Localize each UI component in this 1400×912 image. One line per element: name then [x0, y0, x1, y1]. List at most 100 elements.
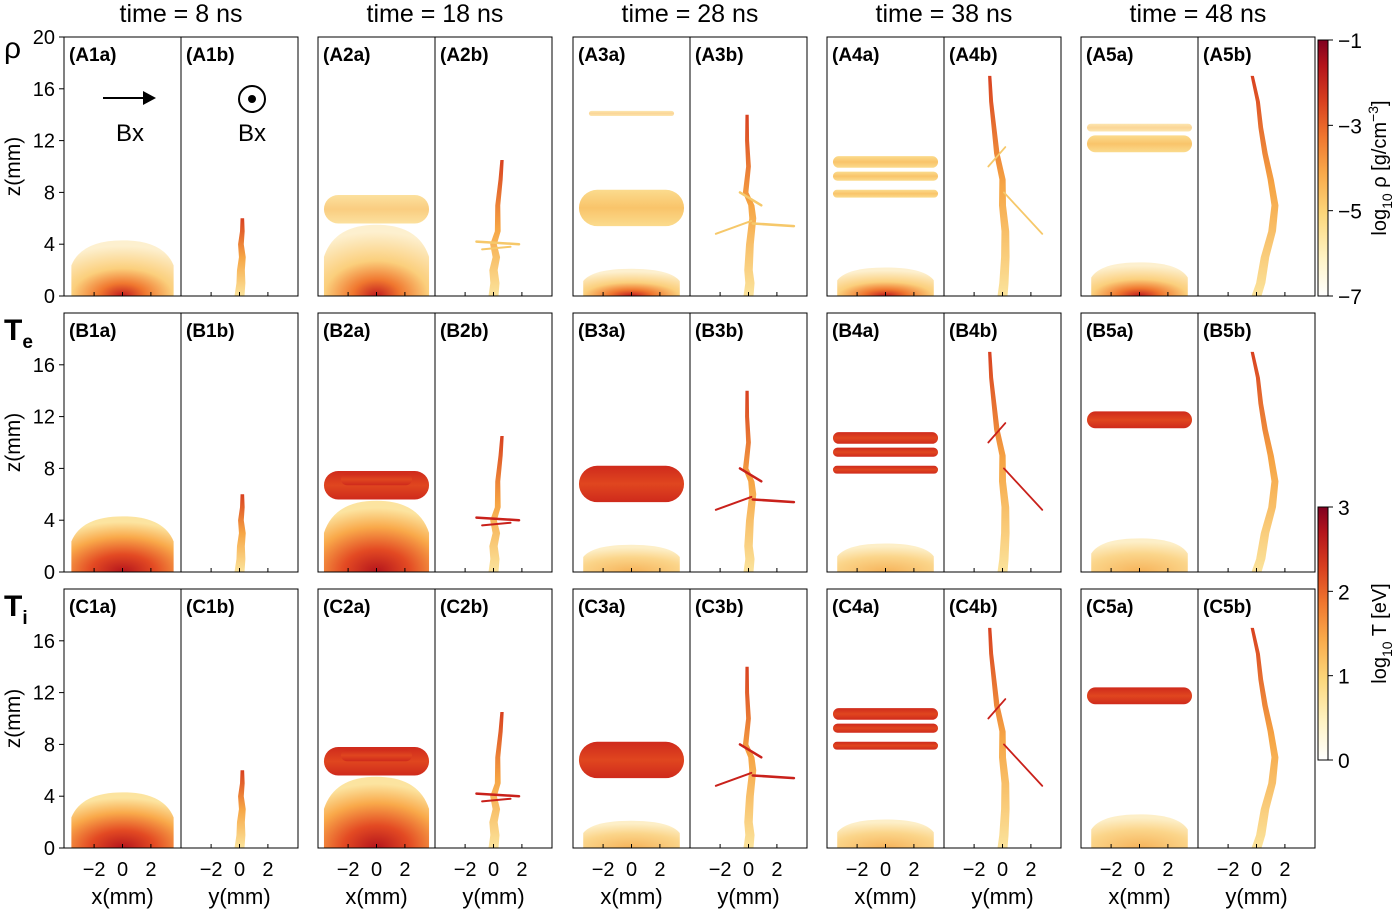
- plasma-jet: [234, 494, 246, 572]
- filament-branch: [987, 698, 1007, 720]
- x-tick-label: 0: [1251, 859, 1262, 881]
- y-tick-label: 12: [33, 131, 55, 153]
- plasma-plume: [323, 776, 430, 848]
- time-title: time = 48 ns: [1130, 0, 1267, 28]
- x-tick-label: −2: [709, 859, 732, 881]
- colorbar-tick-label: −3: [1338, 115, 1362, 138]
- plasma-layer: [832, 171, 939, 181]
- plasma-jet: [742, 114, 757, 296]
- plasma-layer: [832, 156, 939, 168]
- panel-label: (B1a): [69, 321, 117, 342]
- panel-label: (C3b): [695, 597, 744, 618]
- plasma-plume: [71, 792, 174, 848]
- y-axis-label: z(mm): [2, 413, 25, 472]
- x-tick-label: 0: [234, 859, 245, 881]
- plasma-layer: [578, 465, 685, 503]
- panel: (B3b): [689, 312, 808, 573]
- x-tick-label: 0: [880, 859, 891, 881]
- plasma-plume: [323, 224, 430, 296]
- x-axis-label: x(mm): [600, 884, 662, 909]
- filament-branch: [714, 771, 753, 787]
- panel: (C3b): [689, 588, 808, 849]
- y-tick-label: 4: [44, 786, 55, 808]
- x-tick-label: 0: [626, 859, 637, 881]
- time-title: time = 18 ns: [367, 0, 504, 28]
- plasma-jet: [988, 627, 1010, 848]
- panel-label: (C3a): [578, 597, 626, 618]
- plasma-layer: [1086, 687, 1193, 705]
- row-label: Te: [4, 314, 33, 353]
- y-tick-label: 8: [44, 734, 55, 756]
- arrowhead-icon: [143, 91, 156, 105]
- row-label: Ti: [4, 590, 28, 629]
- panel-label: (A2b): [440, 45, 489, 66]
- panel: (A5a): [1080, 36, 1199, 297]
- panel-label: (A1a): [69, 45, 117, 66]
- x-tick-label: 2: [516, 859, 527, 881]
- y-tick-label: 4: [44, 510, 55, 532]
- plasma-plume: [583, 820, 680, 848]
- time-title: time = 8 ns: [120, 0, 243, 28]
- x-tick-label: 0: [997, 859, 1008, 881]
- panel: (B4a): [826, 312, 945, 573]
- y-tick-label: 4: [44, 234, 55, 256]
- filament-branch: [1003, 743, 1044, 787]
- plasma-jet: [1250, 627, 1279, 848]
- panel-frame: [1080, 36, 1199, 297]
- plasma-layer: [832, 708, 939, 720]
- panel-label: (C4a): [832, 597, 880, 618]
- filament-branch: [714, 495, 753, 511]
- filament-branch: [481, 245, 512, 251]
- plasma-jet: [488, 160, 504, 296]
- panel-label: (C1a): [69, 597, 117, 618]
- filament-branch: [987, 422, 1007, 444]
- bx-label: Bx: [238, 120, 266, 147]
- x-tick-label: 0: [1134, 859, 1145, 881]
- plasma-jet: [1250, 351, 1279, 572]
- plasma-layer: [341, 749, 412, 762]
- panel: (B5a): [1080, 312, 1199, 573]
- plasma-plume: [1091, 262, 1188, 296]
- plasma-layer: [1086, 135, 1193, 153]
- x-tick-label: 2: [1162, 859, 1173, 881]
- filament-branch: [714, 219, 753, 235]
- y-tick-label: 0: [44, 838, 55, 860]
- panel-label: (C5a): [1086, 597, 1134, 618]
- x-axis-label: x(mm): [1108, 884, 1170, 909]
- x-axis-label: y(mm): [971, 884, 1033, 909]
- y-tick-label: 20: [33, 27, 55, 49]
- plasma-plume: [837, 819, 934, 848]
- panel: (C2b): [434, 588, 553, 849]
- out-of-page-icon: [238, 85, 266, 113]
- panel-frame: [572, 36, 691, 297]
- x-tick-label: 0: [743, 859, 754, 881]
- panel-label: (B2a): [323, 321, 371, 342]
- panel-label: (B1b): [186, 321, 235, 342]
- filament-branch: [481, 521, 512, 527]
- filament-branch: [1003, 191, 1044, 235]
- x-axis-label: y(mm): [717, 884, 779, 909]
- x-tick-label: −2: [337, 859, 360, 881]
- colorbar-temperature: 3 2 1 0 log10 T [eV]: [1317, 497, 1395, 773]
- plasma-jet: [988, 75, 1010, 296]
- filament-branch: [738, 467, 763, 483]
- y-tick-label: 12: [33, 407, 55, 429]
- plasma-jet: [988, 351, 1010, 572]
- time-title: time = 38 ns: [876, 0, 1013, 28]
- colorbar-tick-label: −5: [1338, 201, 1362, 224]
- plasma-layer: [832, 741, 939, 750]
- plasma-plume: [71, 240, 174, 296]
- plasma-layer: [578, 741, 685, 779]
- x-axis-label: x(mm): [91, 884, 153, 909]
- x-tick-label: 2: [654, 859, 665, 881]
- plasma-layer: [832, 189, 939, 198]
- filament-branch: [475, 516, 521, 522]
- plasma-plume: [837, 267, 934, 296]
- panel: (B2a): [317, 312, 436, 573]
- panel: (C1a): [63, 588, 182, 849]
- filament-branch: [475, 792, 521, 798]
- panel-label: (A3a): [578, 45, 626, 66]
- panel-frame: [1197, 36, 1316, 297]
- y-tick-label: 8: [44, 182, 55, 204]
- panel: (C1b): [180, 588, 299, 849]
